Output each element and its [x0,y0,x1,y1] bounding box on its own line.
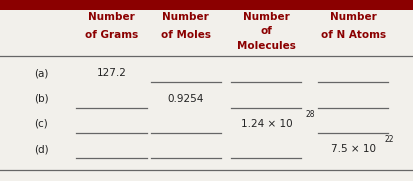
Text: 127.2: 127.2 [97,68,126,78]
Text: (c): (c) [34,119,48,129]
Text: 7.5 × 10: 7.5 × 10 [331,144,375,154]
Text: Number: Number [330,12,377,22]
Text: 28: 28 [306,110,315,119]
Text: of Grams: of Grams [85,30,138,40]
Text: Number: Number [88,12,135,22]
Text: Number: Number [243,12,290,22]
Text: of: of [261,26,272,36]
Text: 1.24 × 10: 1.24 × 10 [240,119,292,129]
Text: of N Atoms: of N Atoms [320,30,386,40]
Text: (b): (b) [34,94,49,104]
Text: 0.9254: 0.9254 [168,94,204,104]
Text: Molecules: Molecules [237,41,296,51]
Text: (a): (a) [34,68,48,78]
Bar [0,0,413,10]
Text: 22: 22 [384,135,394,144]
Text: Number: Number [162,12,209,22]
Text: of Moles: of Moles [161,30,211,40]
Text: (d): (d) [34,144,49,154]
